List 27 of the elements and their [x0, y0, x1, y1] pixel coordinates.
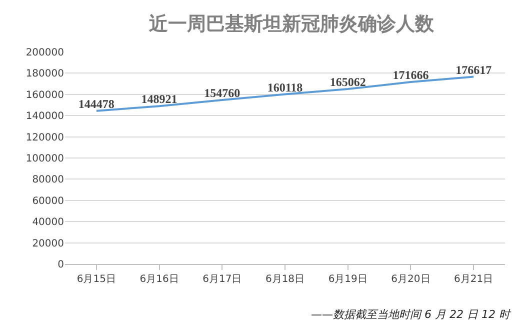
- y-tick-label: 0: [58, 260, 64, 270]
- x-tick-label: 6月21日: [454, 274, 494, 285]
- x-tick-label: 6月19日: [328, 274, 368, 285]
- data-label: 171666: [392, 68, 429, 82]
- y-tick-label: 60000: [32, 196, 64, 207]
- x-tick-label: 6月18日: [265, 274, 305, 285]
- x-tick-label: 6月20日: [391, 274, 430, 285]
- y-tick-label: 40000: [32, 217, 64, 228]
- data-label: 144478: [78, 96, 114, 111]
- text: ——数据截至当地时间 6 月 22 日 12 时: [311, 308, 512, 321]
- y-tick-label: 120000: [26, 132, 64, 144]
- y-tick-label: 160000: [26, 90, 64, 101]
- chart-title: 近一周巴基斯坦新冠肺炎确诊人数: [148, 13, 435, 36]
- data-label: 160118: [267, 80, 303, 94]
- y-tick-label: 20000: [32, 238, 64, 250]
- y-tick-label: 100000: [26, 154, 64, 164]
- data-label: 154760: [204, 86, 240, 100]
- x-tick-label: 6月16日: [140, 274, 179, 285]
- y-tick-label: 140000: [26, 111, 64, 122]
- data-label: 176617: [456, 62, 492, 77]
- x-tick-label: 6月17日: [202, 274, 242, 285]
- data-label: 165062: [330, 75, 366, 90]
- y-tick-label: 180000: [26, 68, 64, 80]
- x-tick-label: 6月15日: [76, 274, 116, 285]
- y-tick-label: 200000: [26, 48, 64, 58]
- data-label: 148921: [141, 92, 178, 106]
- y-tick-label: 80000: [32, 174, 64, 186]
